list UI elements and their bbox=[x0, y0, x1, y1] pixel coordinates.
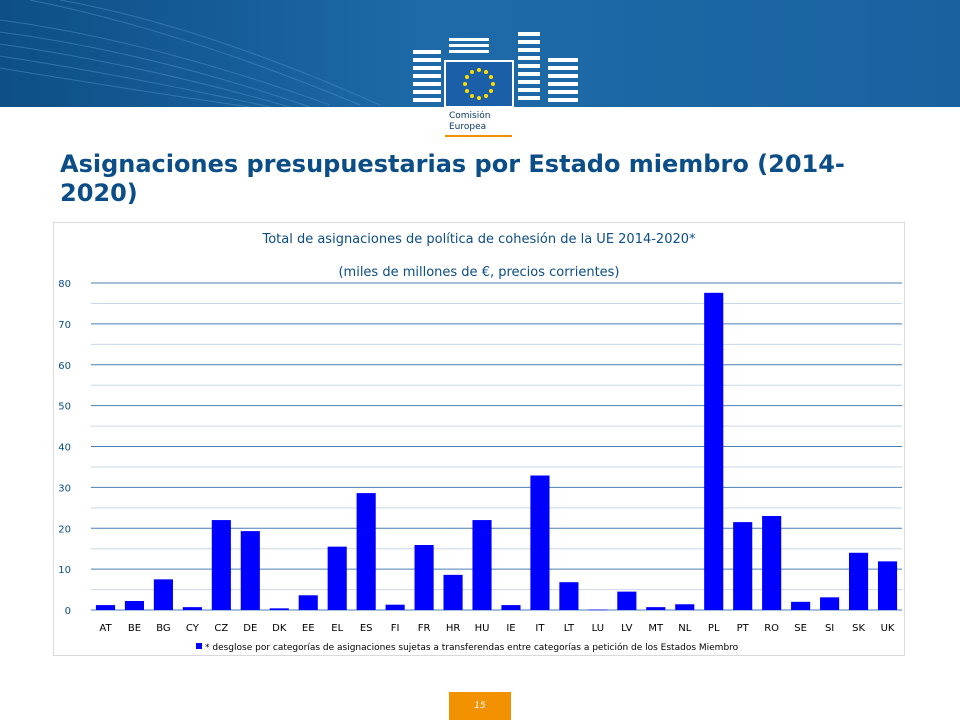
y-tick-label: 30 bbox=[58, 483, 71, 494]
x-tick-label: EE bbox=[302, 623, 315, 634]
chart-frame: Total de asignaciones de política de coh… bbox=[53, 222, 905, 656]
bar-fr bbox=[414, 545, 434, 610]
legend-marker bbox=[196, 643, 202, 649]
x-tick-label: CZ bbox=[214, 623, 228, 634]
bar-pl bbox=[704, 292, 724, 610]
page-title: Asignaciones presupuestarias por Estado … bbox=[60, 150, 845, 207]
x-tick-label: EL bbox=[331, 623, 343, 634]
logo-text-line2: Europea bbox=[449, 122, 487, 132]
bar-nl bbox=[675, 604, 695, 610]
eu-flag bbox=[444, 60, 514, 108]
x-tick-label: LT bbox=[564, 623, 575, 634]
y-tick-label: 40 bbox=[58, 443, 71, 454]
x-tick-label: SK bbox=[852, 623, 865, 634]
y-tick-label: 70 bbox=[58, 320, 71, 331]
bar-lt bbox=[559, 582, 579, 610]
ec-logo bbox=[413, 32, 578, 108]
y-tick-label: 0 bbox=[65, 606, 71, 617]
x-tick-label: DE bbox=[243, 623, 257, 634]
bar-sk bbox=[848, 552, 869, 610]
bar-it bbox=[530, 475, 550, 610]
x-tick-label: LU bbox=[592, 623, 604, 634]
bar-de bbox=[240, 531, 260, 610]
x-tick-label: FI bbox=[391, 623, 400, 634]
bar-uk bbox=[877, 561, 898, 610]
logo-text-line1: Comisión bbox=[449, 111, 491, 121]
bar-pt bbox=[733, 522, 753, 610]
bar-hr bbox=[443, 574, 463, 610]
x-tick-label: PT bbox=[737, 623, 750, 634]
x-tick-label: BE bbox=[128, 623, 141, 634]
bar-mt bbox=[646, 607, 666, 610]
bar-lv bbox=[617, 591, 637, 610]
x-tick-label: NL bbox=[678, 623, 691, 634]
bar-bg bbox=[153, 579, 173, 610]
y-tick-label: 60 bbox=[58, 361, 71, 372]
bar-ee bbox=[298, 595, 318, 610]
x-tick-label: LV bbox=[621, 623, 632, 634]
bar-cz bbox=[211, 520, 231, 610]
bar-dk bbox=[269, 608, 289, 610]
y-tick-label: 10 bbox=[58, 565, 71, 576]
bar-ro bbox=[762, 515, 782, 610]
bar-el bbox=[327, 546, 347, 610]
banner-waves bbox=[0, 0, 381, 107]
x-tick-label: HR bbox=[446, 623, 461, 634]
bar-si bbox=[820, 597, 840, 610]
x-tick-label: PL bbox=[708, 623, 720, 634]
x-tick-label: ES bbox=[360, 623, 373, 634]
bar-hu bbox=[472, 520, 492, 610]
x-tick-label: BG bbox=[156, 623, 170, 634]
chart-title: Total de asignaciones de política de coh… bbox=[261, 232, 696, 247]
page-number: 15 bbox=[449, 692, 511, 720]
bar-cy bbox=[182, 607, 202, 610]
logo-accent-rule bbox=[445, 135, 512, 137]
x-tick-label: IE bbox=[506, 623, 515, 634]
bar-se bbox=[791, 601, 811, 610]
x-tick-label: CY bbox=[186, 623, 200, 634]
x-tick-label: SI bbox=[825, 623, 834, 634]
x-tick-label: HU bbox=[475, 623, 490, 634]
bar-fi bbox=[385, 604, 405, 610]
legend-text: * desglose por categorías de asignacione… bbox=[205, 642, 739, 653]
bar-at bbox=[95, 605, 116, 610]
bar-es bbox=[356, 493, 376, 610]
x-tick-label: IT bbox=[535, 623, 545, 634]
x-tick-label: AT bbox=[99, 623, 112, 634]
y-tick-label: 80 bbox=[58, 279, 71, 290]
x-tick-label: MT bbox=[648, 623, 664, 634]
bar-ie bbox=[501, 605, 521, 610]
logo-label: Comisión Europea bbox=[449, 111, 490, 133]
y-tick-label: 50 bbox=[58, 402, 71, 413]
bar-chart: Total de asignaciones de política de coh… bbox=[58, 232, 902, 653]
x-tick-label: DK bbox=[272, 623, 287, 634]
x-tick-label: SE bbox=[794, 623, 807, 634]
x-tick-label: RO bbox=[764, 623, 779, 634]
chart-subtitle: (miles de millones de €, precios corrien… bbox=[338, 265, 619, 280]
x-tick-label: UK bbox=[881, 623, 895, 634]
y-tick-label: 20 bbox=[58, 524, 71, 535]
x-tick-label: FR bbox=[418, 623, 431, 634]
bar-be bbox=[124, 601, 145, 610]
bar-lu bbox=[588, 609, 608, 611]
eu-stars-icon bbox=[463, 68, 495, 100]
